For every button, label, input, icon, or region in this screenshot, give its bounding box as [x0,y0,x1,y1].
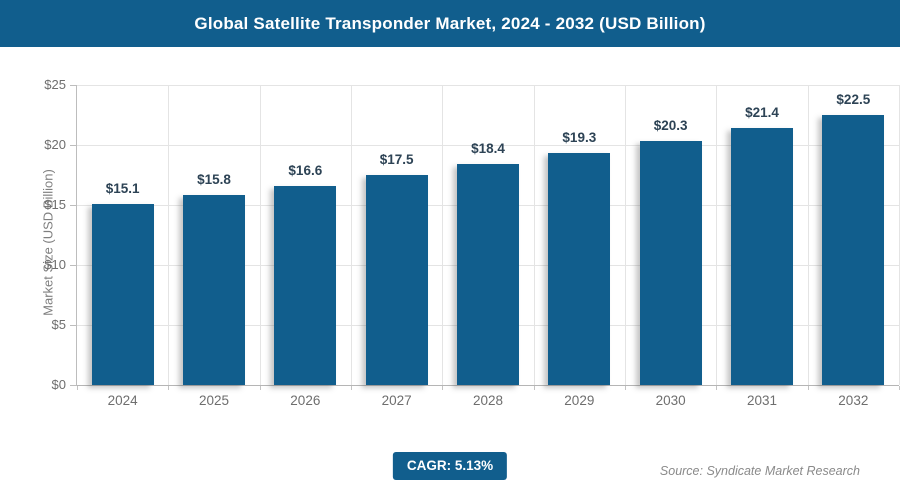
bar-value-label-2026: $16.6 [288,162,323,178]
y-axis-tick [70,325,77,326]
x-axis-tick [533,386,535,390]
chart-title-bar: Global Satellite Transponder Market, 202… [0,0,900,47]
x-axis-tick [716,386,718,390]
chart-title: Global Satellite Transponder Market, 202… [194,13,706,33]
bar-value-label-2029: $19.3 [562,130,597,146]
x-axis-label-2024: 2024 [107,393,138,408]
x-axis-label-2025: 2025 [198,393,230,408]
v-gridline [168,85,170,385]
y-tick-label: $5 [51,317,66,332]
bar-2024 [91,203,154,385]
y-tick-label: $25 [44,77,66,92]
bar-value-label-2030: $20.3 [653,118,688,134]
y-axis-tick [70,145,77,146]
bar-2026 [274,185,337,385]
x-axis-tick [259,386,261,390]
x-axis-label-2032: 2032 [838,393,869,408]
x-axis-label-2028: 2028 [472,393,504,408]
y-tick-label: $10 [44,257,66,272]
y-axis-tick [70,385,77,386]
bar-value-label-2025: $15.8 [197,172,231,188]
bar-value-label-2024: $15.1 [105,180,140,196]
v-gridline [442,85,444,385]
y-tick-label: $20 [44,137,66,152]
x-axis-tick [625,386,626,390]
y-axis-tick [70,265,77,266]
bar-2025 [183,195,245,385]
x-axis-label-2031: 2031 [746,393,778,408]
bar-value-label-2027: $17.5 [379,152,414,167]
y-tick-label: $0 [51,377,66,392]
x-axis-tick [351,386,352,390]
bar-value-label-2031: $21.4 [745,105,779,121]
v-gridline [807,85,809,385]
x-axis-label-2027: 2027 [381,393,412,408]
v-gridline [259,85,261,385]
h-gridline-25 [77,85,899,86]
x-axis-tick [807,386,809,390]
bar-2027 [365,175,428,385]
source-credit: Source: Syndicate Market Research [659,464,860,478]
bar-2032 [822,115,885,385]
x-axis-tick [168,386,170,390]
bar-value-label-2032: $22.5 [836,92,871,107]
x-axis-label-2026: 2026 [290,393,321,408]
x-axis-tick [442,386,444,390]
x-axis-label-2030: 2030 [655,393,686,408]
plot-area: $0 $5 $10 $15 $20 $25 $15.1 2024 $15.8 2025 $16.6 2… [44,77,900,408]
y-axis-tick [70,205,77,206]
y-axis-tick [70,85,77,86]
bar-value-label-2028: $18.4 [471,141,505,157]
bar-2030 [639,141,702,385]
v-gridline [716,85,718,385]
v-gridline [625,85,626,385]
x-axis-tick [77,386,78,390]
y-tick-label: $15 [44,197,66,212]
v-gridline [351,85,352,385]
bar-2028 [457,164,519,385]
h-gridline-20 [77,145,899,146]
x-axis-label-2029: 2029 [564,393,595,408]
cagr-badge: CAGR: 5.13% [392,452,508,480]
bar-2031 [731,128,793,385]
bar-2029 [548,153,611,385]
v-gridline [533,85,535,385]
